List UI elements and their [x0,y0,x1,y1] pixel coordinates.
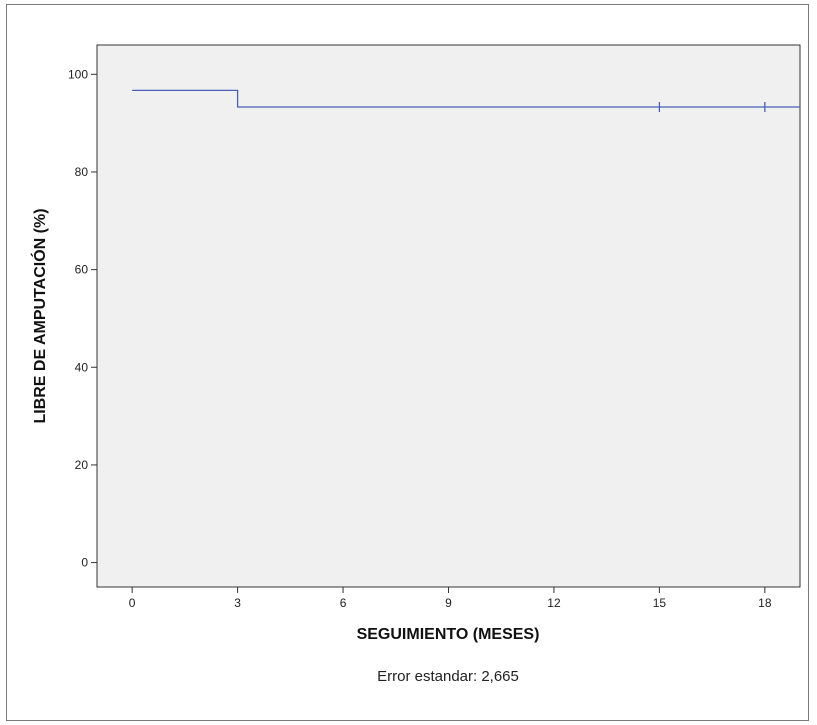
plot-area [96,44,801,588]
survival-step-line [132,89,800,108]
y-tick-label: 40 [75,360,89,374]
x-tick-label: 3 [234,596,241,610]
y-tick-label: 20 [75,458,89,472]
x-tick-label: 15 [653,596,667,610]
y-tick-label: 60 [75,263,89,277]
standard-error-note: Error estandar: 2,665 [377,668,519,685]
x-tick-label: 0 [129,596,136,610]
km-chart: 0 20 40 60 80 100 0 3 6 9 12 15 18 LIBRE DE AMPUTAC… [30,44,801,685]
y-tick-label: 0 [81,556,88,570]
y-axis-title: LIBRE DE AMPUTACIÓN (%) [30,208,49,423]
x-tick-label: 12 [547,596,561,610]
y-tick-label: 80 [75,165,89,179]
x-axis: 0 3 6 9 12 15 18 [129,587,772,610]
chart-frame: 0 20 40 60 80 100 0 3 6 9 12 15 18 LIBRE DE AMPUTAC… [6,4,809,721]
x-tick-label: 9 [445,596,452,610]
y-axis: 0 20 40 60 80 100 [68,67,97,570]
x-tick-label: 6 [340,596,347,610]
x-axis-title: SEGUIMIENTO (MESES) [357,626,540,643]
series-layer [132,89,800,113]
x-tick-label: 18 [758,596,772,610]
y-tick-label: 100 [68,67,88,81]
